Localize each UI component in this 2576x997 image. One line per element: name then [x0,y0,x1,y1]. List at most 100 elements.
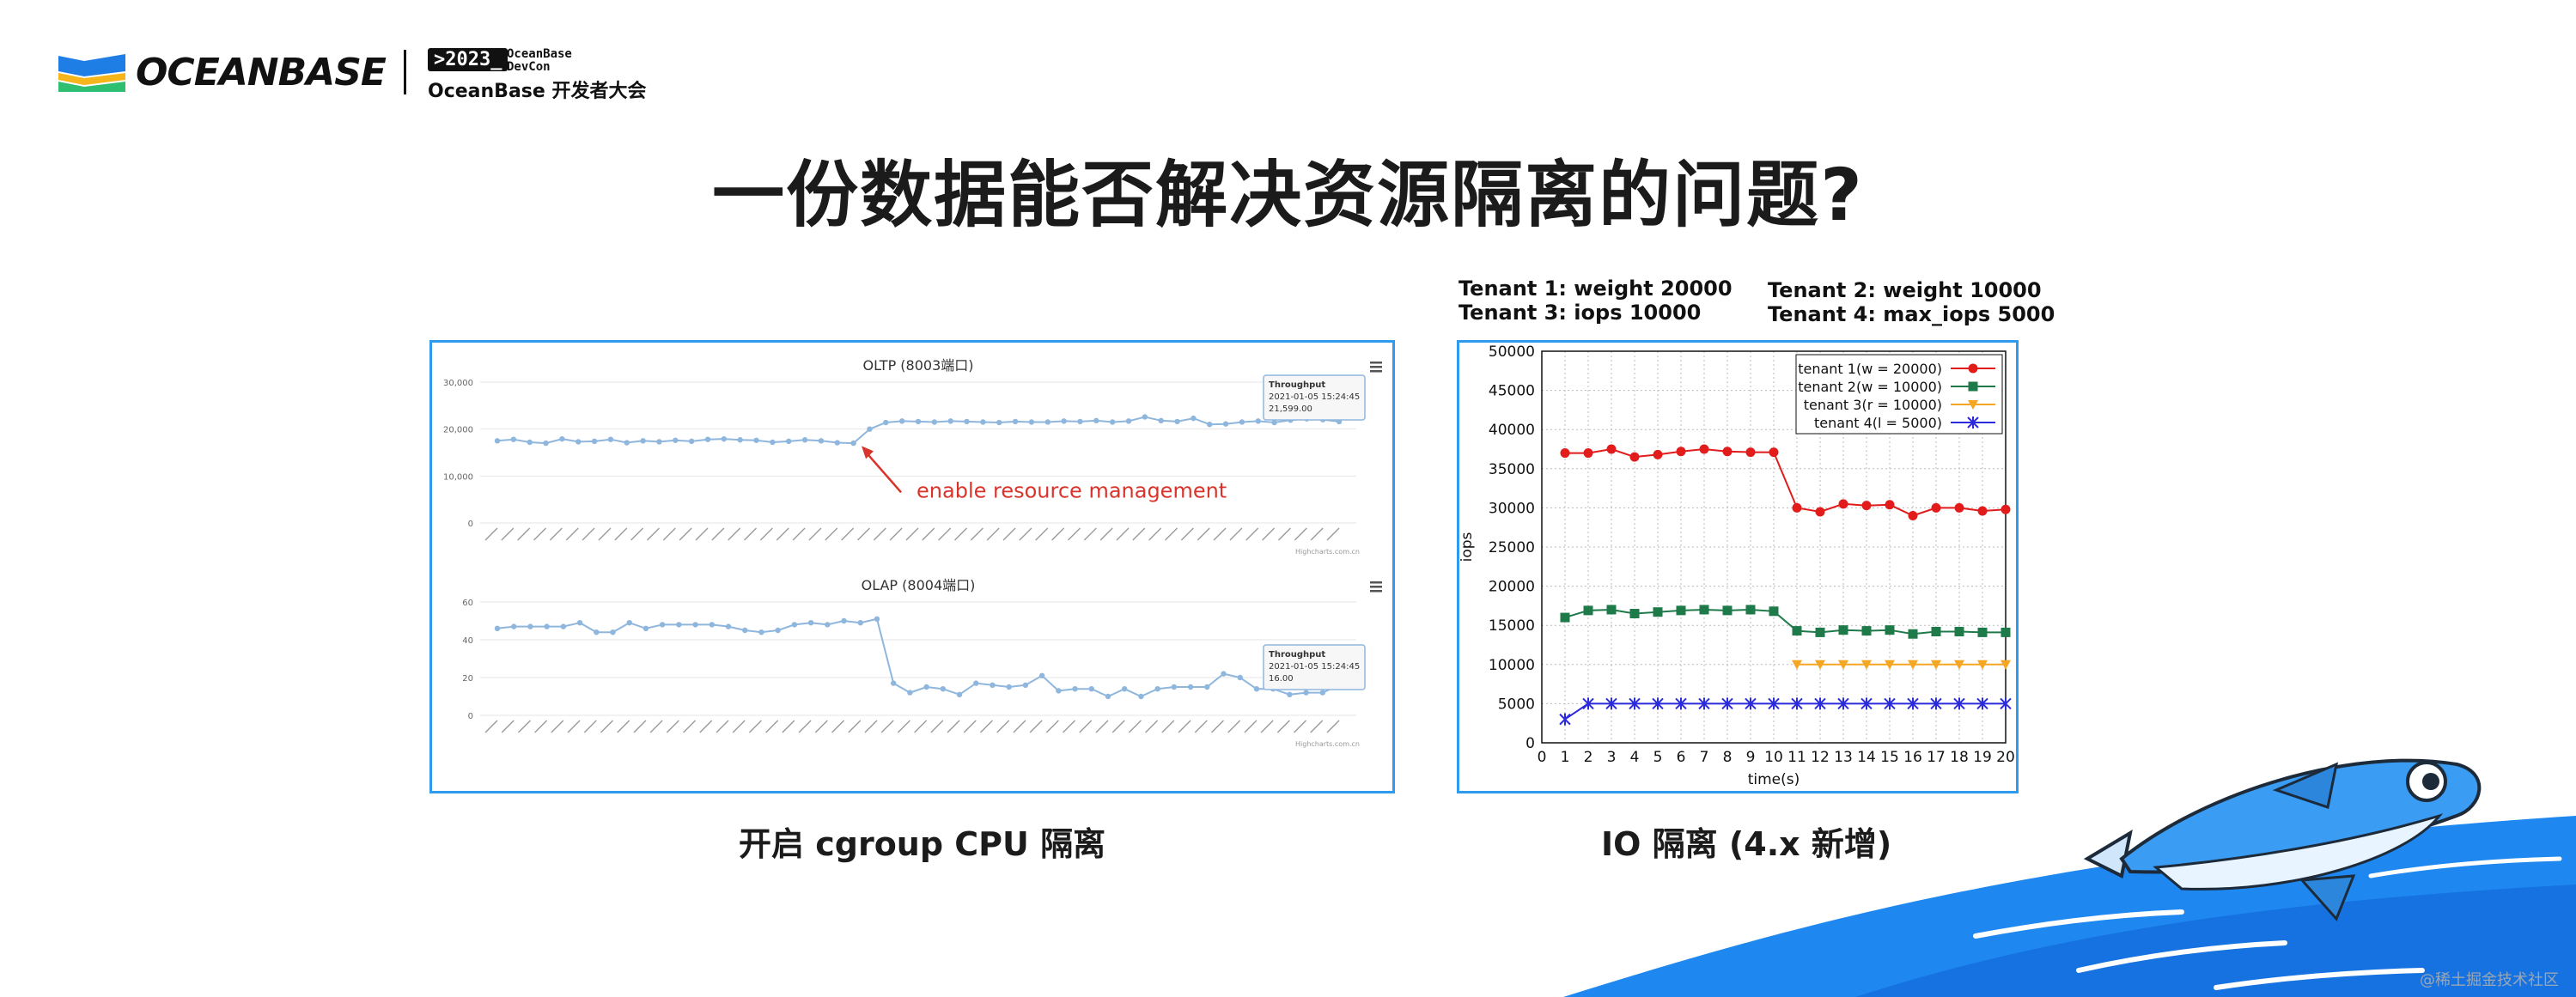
x-tick-label [1029,720,1043,733]
data-point [626,620,632,626]
data-point [883,419,889,426]
tenant-notes-left: Tenant 1: weight 20000 Tenant 3: iops 10… [1459,277,1733,325]
x-tick-label: 3 [1607,749,1617,766]
x-tick-label [947,720,960,733]
data-point [1676,605,1686,616]
data-point [1093,417,1099,424]
data-point [1954,502,1964,513]
tooltip-label: Throughput [1269,380,1325,390]
data-point [1255,418,1261,424]
tooltip-box [1263,644,1366,690]
x-tick-label [986,527,1000,541]
chart-credit: Highcharts.com.cn [1295,548,1360,556]
tooltip-time: 2021-01-05 15:24:45 [1269,392,1360,402]
x-tick-label [864,720,878,733]
data-point [594,629,600,635]
data-point [543,440,549,447]
y-axis-label: iops [1459,532,1476,562]
data-point [1791,697,1803,710]
tenant-notes-right: Tenant 2: weight 10000 Tenant 4: max_iop… [1768,278,2055,326]
x-tick-label: 9 [1746,749,1756,766]
data-point [1560,448,1570,459]
data-point [2001,504,2011,514]
data-point [1953,697,1965,710]
data-point [973,680,979,686]
data-point [1792,626,1802,636]
data-point [1976,697,1988,710]
x-tick-label [1194,720,1208,733]
tenant-note-4: Tenant 4: max_iops 5000 [1768,302,2055,326]
series-line [496,617,1340,698]
data-point [867,426,873,432]
x-tick-label [1260,720,1274,733]
x-tick-label [792,527,806,541]
data-point [1559,713,1571,726]
data-point [1154,686,1160,692]
x-tick-label [565,527,579,541]
data-point [786,438,792,445]
oceanbase-logo-icon [58,54,125,92]
data-point [2001,660,2011,670]
data-point [1792,502,1802,513]
x-tick-label [880,720,894,733]
x-tick-label [649,720,663,733]
x-tick-label [1013,720,1026,733]
series-1 [1560,444,2011,521]
logo-wordmark: OCEANBASE [136,50,387,94]
devcon-year-tag: >2023_ [428,48,509,71]
x-tick-label: 20 [1996,749,2015,766]
data-point [1968,381,1978,392]
data-point [1908,629,1918,639]
data-point [527,439,533,446]
data-point [1303,690,1309,696]
data-point [1319,690,1325,696]
data-point [834,440,840,446]
data-point [1583,605,1593,616]
y-tick-label: 60 [462,599,473,608]
data-point [1931,626,1941,636]
fish-mascot-icon [2083,758,2482,921]
x-tick-label [567,720,581,733]
data-point [940,686,947,692]
x-tick-label [1229,527,1243,541]
x-tick-label [1083,527,1097,541]
x-tick-label: 2 [1584,749,1593,766]
data-point [1745,697,1757,710]
data-point [673,437,679,443]
x-axis-label: time(s) [1748,771,1800,788]
data-point [1221,671,1227,677]
x-tick-label: 5 [1653,749,1663,766]
x-tick-label [996,720,1010,733]
x-tick-label [549,527,563,541]
x-tick-label [699,720,713,733]
x-tick-label [583,720,597,733]
data-point [990,682,996,688]
chart-title: OLTP (8003端口) [862,357,973,374]
data-point [1908,660,1918,670]
x-tick-label [748,720,762,733]
x-tick-label [501,720,515,733]
data-point [1769,447,1779,458]
x-tick-label [831,720,845,733]
x-tick-label [662,527,676,541]
x-tick-label [765,720,779,733]
header-divider [404,50,406,94]
data-point [1885,500,1895,510]
data-point [1653,607,1663,617]
x-tick-label: 15 [1880,749,1899,766]
data-point [1907,697,1919,710]
x-tick-label: 18 [1950,749,1969,766]
data-point [923,684,929,690]
tooltip-time: 2021-01-05 15:24:45 [1269,662,1360,672]
data-point [1237,674,1243,681]
data-point [725,623,732,629]
x-tick-label [848,720,862,733]
data-point [770,439,776,446]
data-point [607,436,614,442]
x-tick-label [897,720,910,733]
data-point [1885,660,1895,670]
data-point [801,437,808,443]
x-tick-label: 10 [1764,749,1783,766]
data-point [907,690,913,696]
data-point [775,627,781,634]
